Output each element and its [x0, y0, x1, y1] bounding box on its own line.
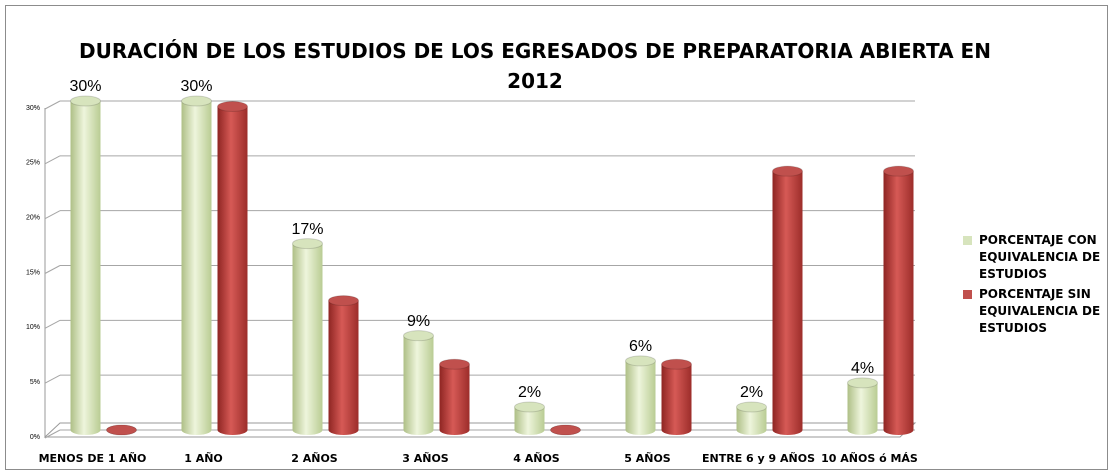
- cylinder: [736, 401, 767, 435]
- bar: [625, 360, 656, 430]
- y-tick-label: 20%: [26, 215, 40, 222]
- x-tick-label: 5 AÑOS: [624, 452, 671, 465]
- y-tick-label: 10%: [26, 324, 40, 331]
- bar: [439, 364, 470, 430]
- bar: [328, 300, 359, 430]
- legend-swatch: [963, 236, 972, 245]
- cylinder-top: [106, 424, 137, 436]
- legend-item: PORCENTAJE SIN EQUIVALENCIA DE ESTUDIOS: [963, 286, 1113, 337]
- value-label: 2%: [740, 384, 763, 401]
- x-tick-label: ENTRE 6 y 9 AÑOS: [702, 452, 815, 465]
- grid-line-depth: [44, 429, 61, 439]
- bar: [514, 406, 545, 430]
- cylinder-top: [439, 358, 470, 370]
- grid-line-depth: [44, 265, 61, 274]
- cylinder-top: [403, 330, 434, 342]
- legend-swatch: [963, 290, 972, 299]
- legend-item: PORCENTAJE CON EQUIVALENCIA DE ESTUDIOS: [963, 232, 1113, 283]
- legend: PORCENTAJE CON EQUIVALENCIA DE ESTUDIOS P…: [963, 232, 1113, 340]
- cylinder: [883, 165, 914, 435]
- legend-label: PORCENTAJE CON EQUIVALENCIA DE ESTUDIOS: [979, 233, 1101, 281]
- cylinder-top: [625, 355, 656, 367]
- cylinder: [847, 377, 878, 435]
- cylinder-top: [181, 95, 212, 107]
- bar: [772, 171, 803, 431]
- cylinder-top: [736, 401, 767, 413]
- cylinder-top: [883, 165, 914, 177]
- grid-line-depth: [44, 319, 61, 329]
- y-tick-label: 5%: [30, 379, 40, 386]
- grid-line-depth: [44, 155, 61, 165]
- y-tick-label: 0%: [30, 434, 40, 441]
- bar: [736, 406, 767, 430]
- y-tick-label: 30%: [26, 105, 40, 112]
- value-label: 17%: [291, 221, 323, 238]
- x-tick-label: MENOS DE 1 AÑO: [39, 452, 147, 465]
- x-tick-label: 4 AÑOS: [513, 452, 560, 465]
- cylinder: [514, 401, 545, 435]
- cylinder: [70, 95, 101, 435]
- cylinder: [661, 358, 692, 435]
- cylinder-top: [70, 95, 101, 107]
- x-tick-label: 1 AÑO: [184, 452, 223, 465]
- cylinder: [403, 330, 434, 435]
- cylinder-top: [550, 424, 581, 436]
- value-label: 30%: [69, 78, 101, 95]
- cylinder: [217, 100, 248, 435]
- cylinder: [292, 238, 323, 435]
- bar: [70, 101, 101, 430]
- cylinder: [625, 355, 656, 435]
- cylinder: [550, 424, 581, 436]
- bar: [403, 335, 434, 430]
- grid-line-depth: [44, 100, 61, 110]
- bar: [217, 106, 248, 430]
- legend-label: PORCENTAJE SIN EQUIVALENCIA DE ESTUDIOS: [979, 287, 1101, 335]
- value-label: 2%: [518, 384, 541, 401]
- cylinder: [181, 95, 212, 435]
- chart-title: DURACIÓN DE LOS ESTUDIOS DE LOS EGRESADO…: [79, 39, 991, 93]
- cylinder-top: [217, 100, 248, 112]
- x-tick-label: 10 AÑOS ó MÁS: [821, 452, 918, 465]
- cylinder-top: [328, 295, 359, 307]
- bar: [847, 382, 878, 430]
- cylinder-top: [661, 358, 692, 370]
- x-tick-label: 3 AÑOS: [402, 452, 449, 465]
- cylinder: [772, 165, 803, 435]
- bar: [883, 171, 914, 431]
- cylinder-top: [772, 165, 803, 177]
- cylinder-top: [847, 377, 878, 389]
- x-tick-label: 2 AÑOS: [291, 452, 338, 465]
- bar: [181, 101, 212, 430]
- cylinder: [328, 295, 359, 435]
- value-label: 9%: [407, 313, 430, 330]
- cylinder: [439, 358, 470, 435]
- value-label: 6%: [629, 338, 652, 355]
- y-tick-label: 15%: [26, 269, 40, 276]
- value-label: 30%: [180, 78, 212, 95]
- bar: [292, 243, 323, 430]
- bar: [661, 364, 692, 430]
- cylinder-top: [514, 401, 545, 413]
- cylinder: [106, 424, 137, 436]
- grid-line-depth: [44, 210, 61, 220]
- value-label: 4%: [851, 360, 874, 377]
- y-tick-label: 25%: [26, 160, 40, 167]
- grid-line-depth: [44, 374, 61, 384]
- cylinder-top: [292, 238, 323, 250]
